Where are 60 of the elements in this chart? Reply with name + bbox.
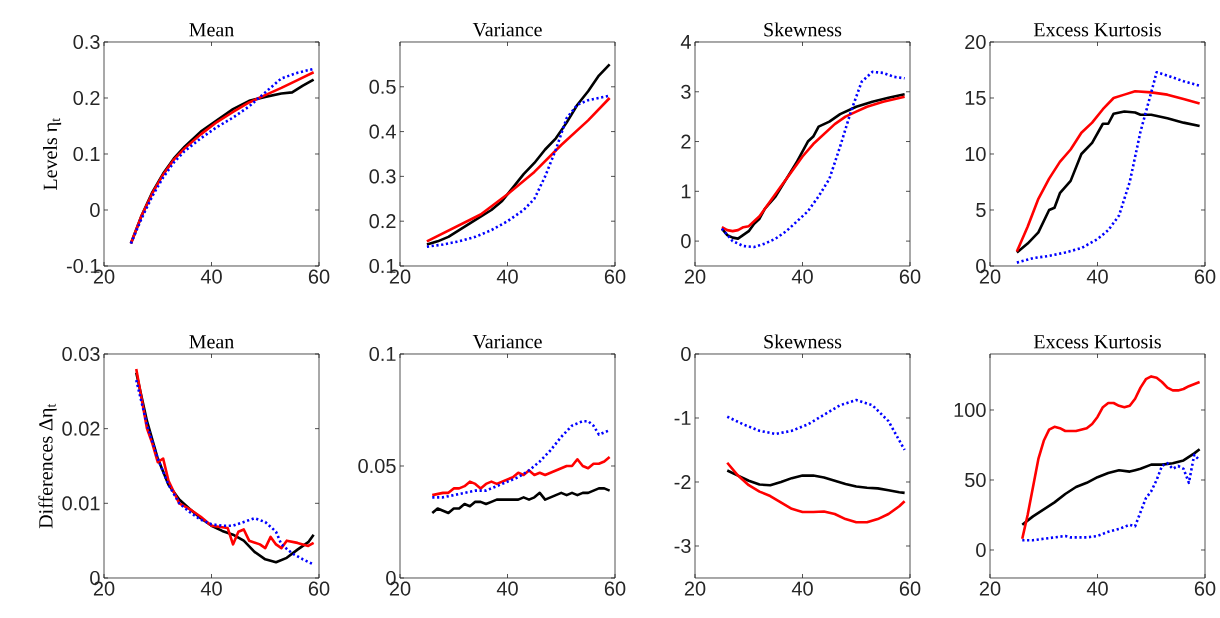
y-tick-label: 0.3 [369,169,396,184]
line-series [725,398,906,452]
y-tick-label: 100 [954,402,986,418]
chart-title: Mean [189,335,234,349]
chart-title: Excess Kurtosis [1033,23,1161,37]
y-tick-label: 20 [965,34,986,50]
chart-title: Skewness [764,22,842,37]
y-tick-label: 0.01 [62,496,100,511]
x-tick-label: 60 [308,269,330,284]
x-tick-label: 40 [1086,581,1108,596]
y-tick-label: 0 [90,202,100,218]
y-tick-label: 1 [681,184,691,199]
x-tick-label: 40 [1086,269,1108,284]
y-axis-title: Levels η$_{t}$ [43,117,62,190]
x-tick-label: 40 [791,581,813,596]
y-tick-label: 0.05 [358,458,396,474]
chart-title: Excess Kurtosis [1033,335,1161,349]
y-tick-label: 0.5 [369,79,396,94]
line-series [725,469,906,495]
y-tick-label: 15 [965,91,986,105]
line-series [425,63,611,246]
x-tick-label: 40 [791,269,813,284]
y-tick-label: 0.3 [73,34,100,50]
line-series [720,70,906,249]
y-tick-label: 0.1 [73,146,100,162]
y-axis-title: Differences Δη$_{t}$ [38,403,57,529]
x-tick-label: 60 [1194,581,1216,596]
x-tick-label: 40 [496,269,518,284]
x-tick-label: 60 [308,581,330,596]
x-tick-label: 60 [604,269,626,284]
x-tick-label: 60 [899,581,921,596]
y-tick-label: 3 [681,84,691,99]
x-tick-label: 60 [1194,269,1216,284]
chart-title: Variance [472,22,542,37]
y-tick-label: 0.03 [62,346,100,362]
chart-title: Mean [189,23,234,37]
y-tick-label: -2 [674,475,691,489]
y-tick-label: -1 [674,411,691,425]
x-tick-label: 40 [200,581,222,596]
x-tick-label: 60 [899,269,921,284]
y-tick-label: 2 [681,134,691,149]
chart-title: Skewness [764,334,842,349]
y-tick-label: 0.1 [369,346,396,362]
y-tick-label: 5 [976,203,986,217]
y-tick-label: 0.2 [369,214,396,229]
y-tick-label: 0.2 [73,90,100,106]
y-tick-label: 10 [965,146,986,162]
x-tick-label: 60 [604,581,626,596]
y-tick-label: 50 [965,472,986,488]
y-tick-label: 0 [976,542,986,558]
chart-title: Variance [472,334,542,349]
y-tick-label: 0.4 [369,124,396,139]
y-tick-label: -3 [674,538,691,554]
y-tick-label: 0 [681,234,691,249]
y-tick-label: 4 [680,35,691,49]
y-tick-label: 0 [681,346,691,362]
line-series [1015,70,1201,264]
x-tick-label: 40 [496,581,518,596]
y-tick-label: 0.02 [62,421,100,436]
x-tick-label: 40 [200,269,222,284]
